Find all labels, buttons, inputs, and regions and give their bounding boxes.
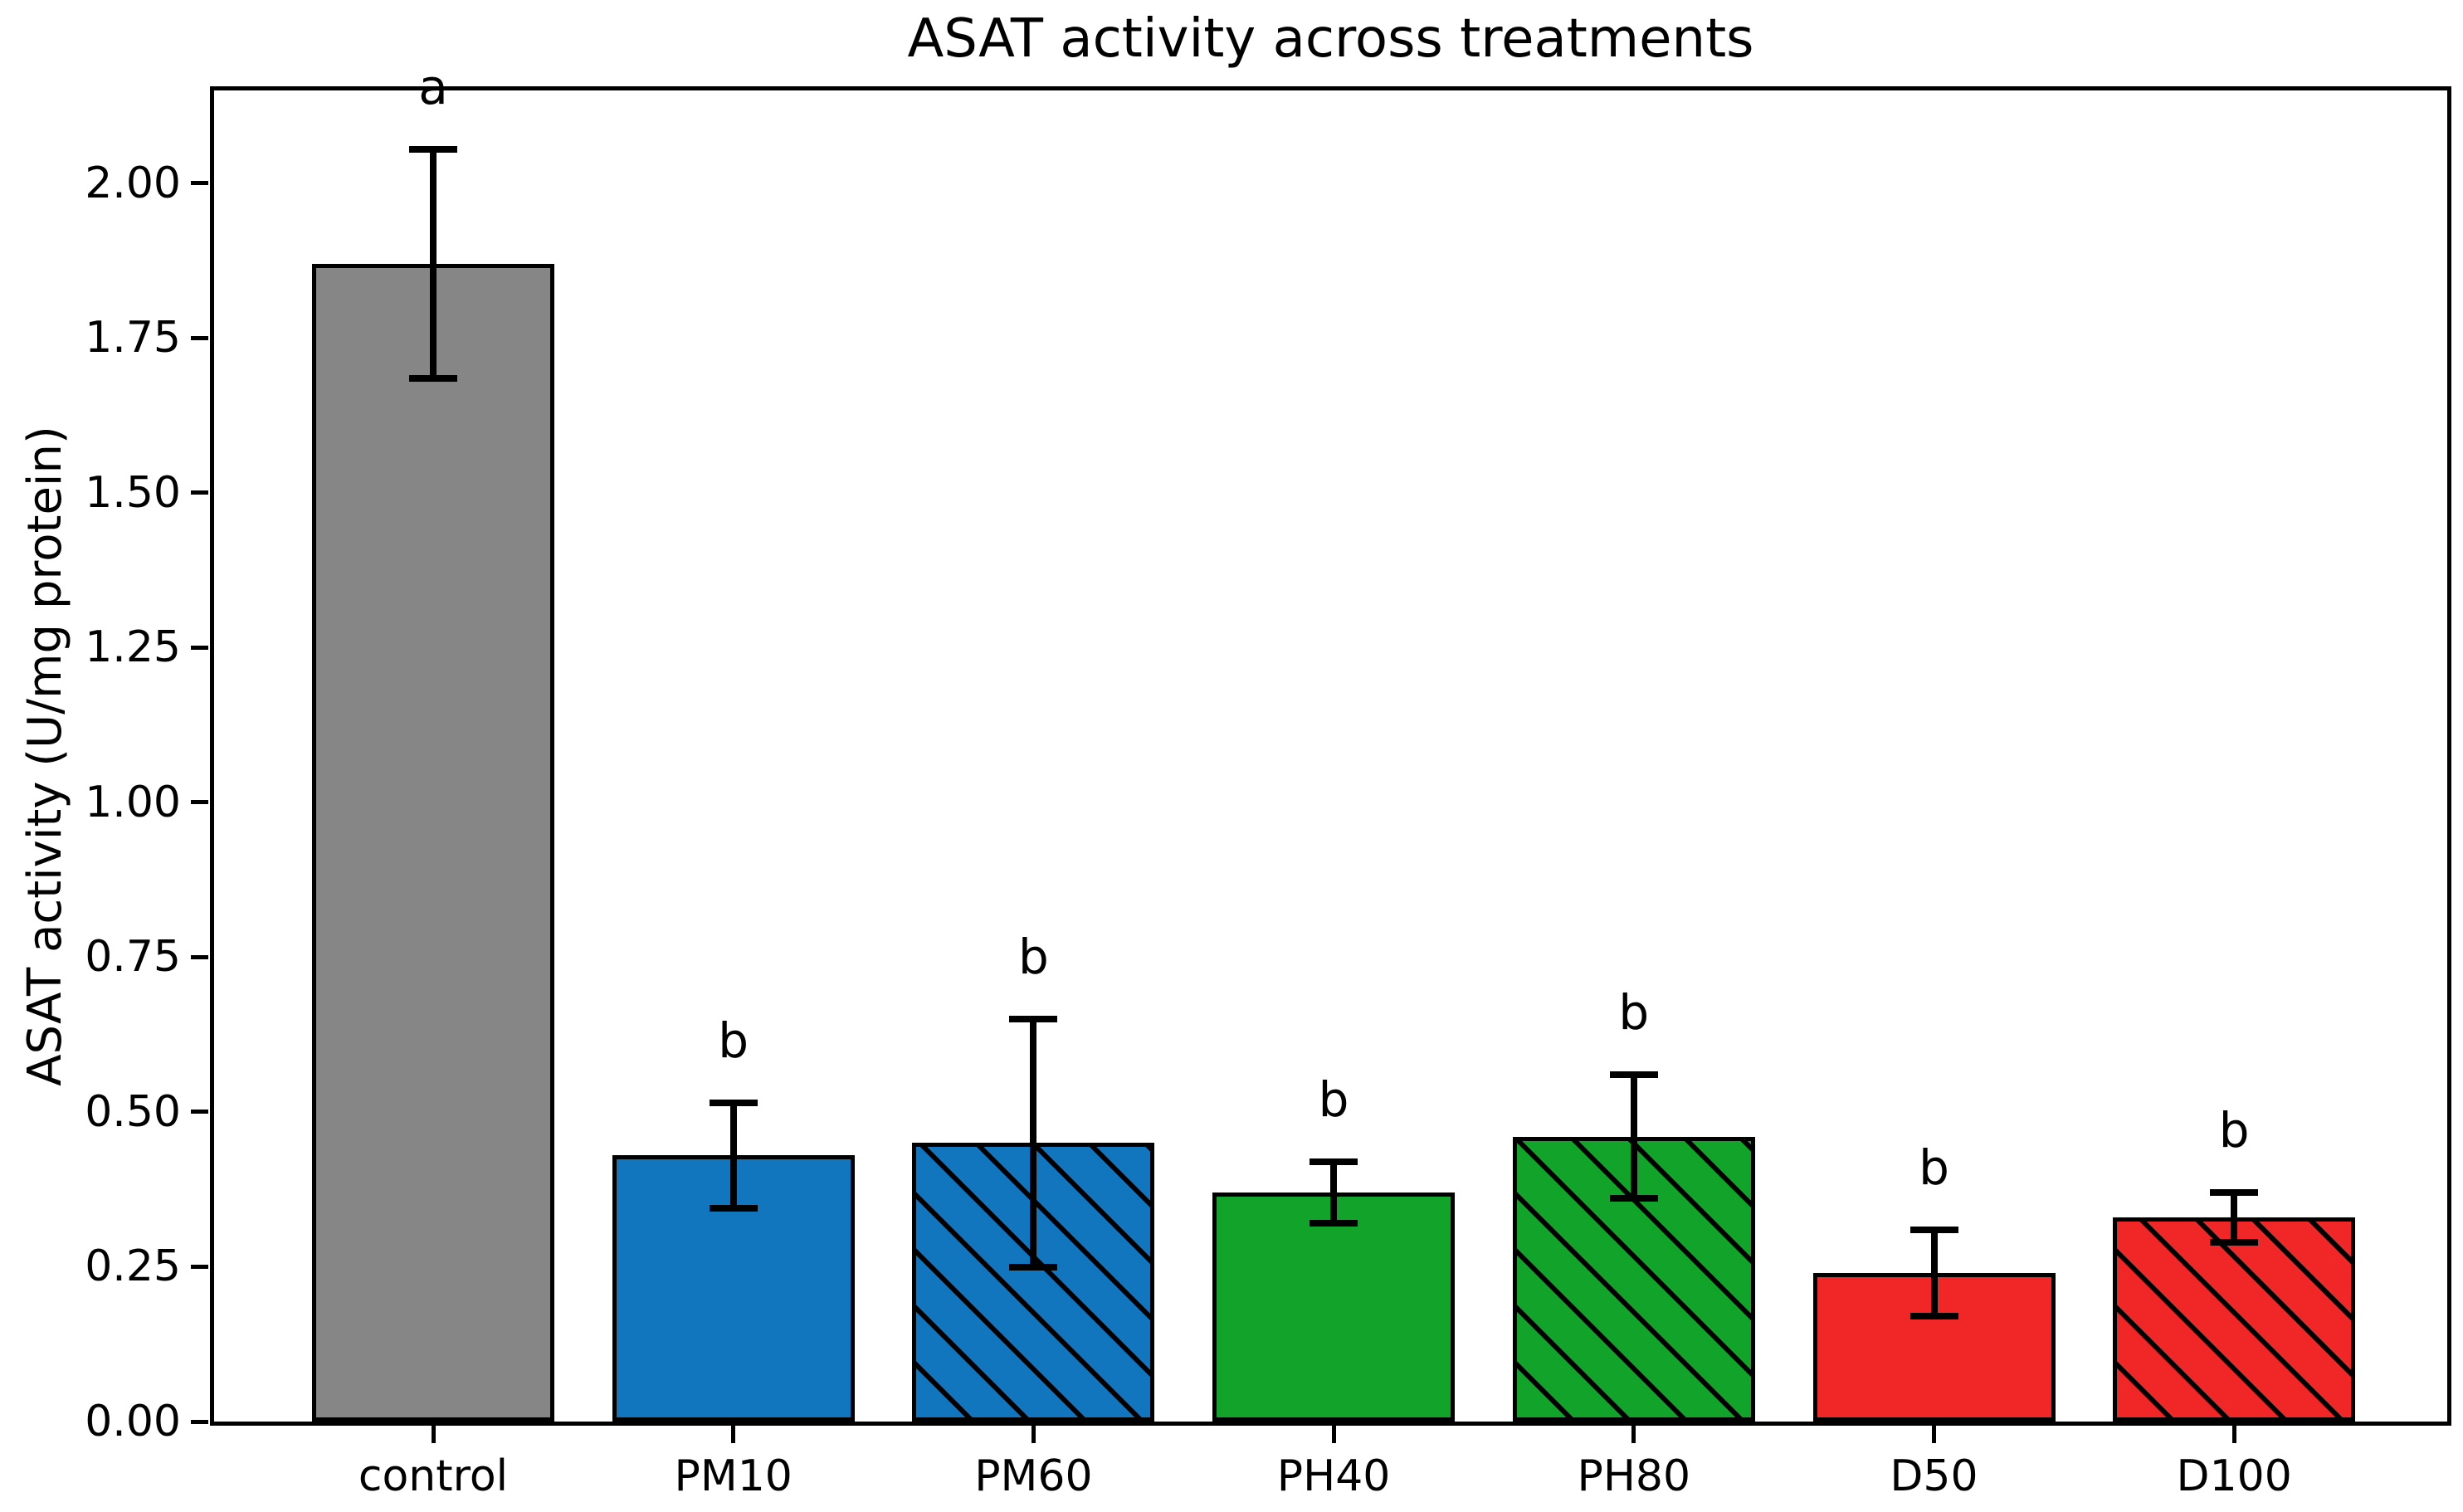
bar-control	[312, 263, 554, 1422]
y-axis-tick-label: 0.75	[85, 932, 181, 983]
x-axis-tick-label-PH80: PH80	[1577, 1451, 1691, 1501]
y-axis-tick	[191, 800, 208, 805]
significance-letter-PH40: b	[1318, 1071, 1349, 1128]
y-axis-tick-label: 1.25	[85, 622, 181, 673]
x-axis-tick-label-D50: D50	[1890, 1451, 1978, 1501]
y-axis-tick	[191, 335, 208, 340]
x-axis-tick	[731, 1426, 736, 1443]
error-cap-top-PM60	[1009, 1016, 1058, 1023]
significance-letter-D100: b	[2218, 1101, 2250, 1158]
bar-PH40	[1212, 1192, 1456, 1422]
error-bar-D100	[2231, 1192, 2238, 1242]
y-axis-tick	[191, 954, 208, 959]
x-axis-tick-label-PH40: PH40	[1276, 1451, 1391, 1501]
x-axis-tick	[1932, 1426, 1936, 1443]
error-cap-bottom-PH40	[1310, 1220, 1358, 1227]
error-cap-top-PH80	[1609, 1071, 1658, 1079]
significance-letter-control: a	[418, 58, 448, 115]
y-axis-tick	[191, 645, 208, 650]
y-axis-tick-label: 1.75	[85, 313, 181, 363]
y-axis-tick-label: 0.00	[85, 1397, 181, 1446]
error-cap-bottom-PM60	[1009, 1263, 1058, 1271]
y-axis-tick	[191, 1264, 208, 1269]
y-axis-tick	[191, 1419, 208, 1424]
x-axis-tick-label-PM10: PM10	[674, 1451, 793, 1501]
error-bar-PM10	[729, 1102, 737, 1208]
error-cap-bottom-D100	[2210, 1238, 2259, 1246]
y-axis-tick	[191, 1110, 208, 1114]
x-axis-tick	[1031, 1426, 1036, 1443]
error-cap-top-D100	[2210, 1188, 2259, 1196]
y-axis-tick-label: 1.50	[85, 467, 181, 518]
x-axis-tick-label-PM60: PM60	[974, 1451, 1093, 1501]
error-cap-bottom-PM10	[709, 1204, 758, 1212]
y-axis-tick-label: 0.25	[85, 1241, 181, 1292]
error-cap-top-D50	[1909, 1226, 1958, 1233]
chart-title: ASAT activity across treatments	[907, 8, 1754, 70]
error-cap-bottom-control	[409, 374, 457, 382]
error-cap-top-PH40	[1310, 1158, 1358, 1165]
error-bar-PH80	[1630, 1075, 1637, 1199]
x-axis-tick	[2231, 1426, 2236, 1443]
y-axis-tick-label: 0.50	[85, 1086, 181, 1137]
significance-letter-PH80: b	[1618, 984, 1650, 1041]
error-cap-top-PM10	[709, 1099, 758, 1106]
x-axis-tick-label-D100: D100	[2176, 1451, 2292, 1501]
plot-area: 0.00 0.25 0.50 0.75 1.00 1.25 1.50 1.75 2.00 a con…	[85, 63, 2451, 1501]
x-axis-tick	[431, 1426, 436, 1443]
x-axis-tick-label-control: control	[358, 1451, 509, 1501]
significance-letter-D50: b	[1919, 1139, 1949, 1196]
y-axis-tick-label: 2.00	[85, 158, 181, 208]
y-axis-tick	[191, 181, 208, 186]
error-cap-top-control	[409, 145, 457, 153]
error-bar-control	[430, 149, 437, 378]
y-axis-tick-label: 1.00	[85, 777, 181, 827]
bar-D50	[1812, 1272, 2056, 1422]
bar-D100	[2113, 1217, 2356, 1422]
significance-letter-PM10: b	[718, 1012, 749, 1069]
error-bar-PH40	[1330, 1161, 1338, 1224]
error-bar-D50	[1930, 1229, 1938, 1317]
significance-letter-PM60: b	[1017, 929, 1049, 986]
x-axis-tick	[1331, 1426, 1336, 1443]
x-axis-tick	[1631, 1426, 1636, 1443]
error-cap-bottom-D50	[1909, 1313, 1958, 1320]
error-bar-PM60	[1030, 1019, 1037, 1267]
error-cap-bottom-PH80	[1609, 1195, 1658, 1202]
y-axis-tick	[191, 490, 208, 495]
